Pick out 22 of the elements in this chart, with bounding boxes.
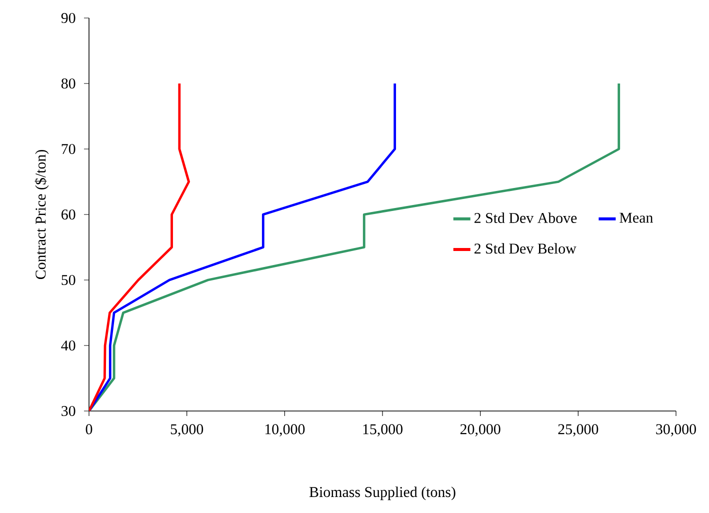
x-tick-label: 20,000 (460, 424, 500, 436)
y-tick-label: 80 (61, 78, 76, 89)
x-tick-label: 30,000 (656, 424, 696, 436)
y-tick-label: 30 (62, 406, 76, 416)
line-series (89, 82, 396, 411)
x-tick-label: 25,000 (558, 424, 598, 436)
y-tick-label: 50 (62, 274, 76, 286)
y-tick-label: 60 (62, 209, 76, 220)
y-axis-title: Contract Price ($/ton) (34, 150, 49, 280)
x-tick-label: 15,000 (363, 424, 402, 436)
y-tick-label: 90 (61, 12, 76, 24)
y-tick-label: 70 (62, 144, 76, 154)
x-tick-label: 10,000 (265, 424, 305, 436)
x-tick-label: 5,000 (170, 424, 204, 436)
line-series (89, 82, 620, 411)
legend-label: 2 Std Dev Below (474, 243, 576, 254)
legend-label: 2 Std Dev Above (474, 212, 577, 224)
line-series (89, 82, 190, 411)
y-tick-label: 40 (61, 340, 76, 351)
x-axis-title: Biomass Supplied (tons) (309, 486, 456, 500)
x-tick-label: 0 (86, 424, 92, 434)
legend-label: Mean (620, 212, 653, 223)
